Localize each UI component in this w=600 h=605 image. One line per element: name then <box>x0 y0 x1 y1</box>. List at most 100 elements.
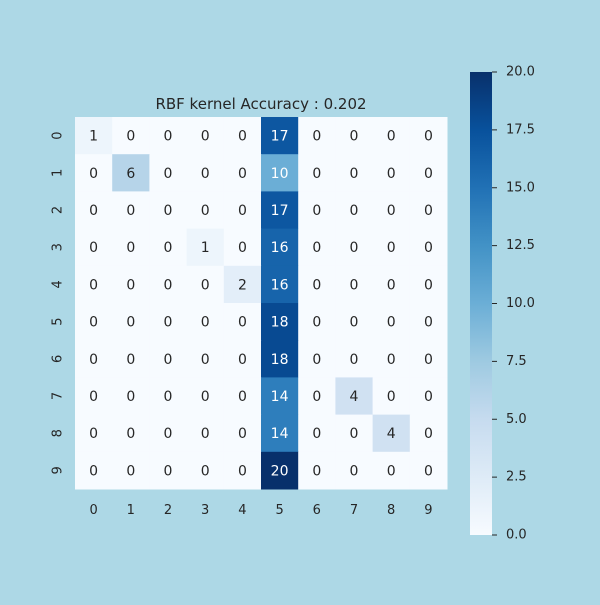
cell-annotation: 0 <box>201 315 210 331</box>
colorbar-ticks: 0.0 2.5 5.0 7.5 10.0 12.5 15.0 17.5 20.0 <box>492 65 535 543</box>
cell-annotation: 0 <box>350 129 359 145</box>
cell-annotation: 0 <box>238 352 247 368</box>
heatmap-cell <box>149 265 188 304</box>
heatmap-cell <box>75 228 113 267</box>
heatmap-cell <box>112 117 150 155</box>
heatmap-cell <box>298 154 336 192</box>
heatmap-cell <box>149 228 188 267</box>
heatmap-cell <box>372 414 411 453</box>
cell-annotation: 0 <box>312 426 321 442</box>
cell-annotation: 0 <box>238 129 247 145</box>
heatmap-cell <box>223 414 262 453</box>
cell-annotation: 0 <box>164 463 173 479</box>
heatmap-cell <box>112 451 150 490</box>
heatmap-cell <box>186 340 225 378</box>
heatmap-cell <box>261 117 299 155</box>
cell-annotation: 0 <box>238 463 247 479</box>
cell-annotation: 18 <box>271 315 289 331</box>
cell-annotation: 0 <box>387 240 396 256</box>
cell-annotation: 2 <box>238 277 247 293</box>
x-tick-label: 0 <box>89 503 97 518</box>
heatmap-cell <box>75 377 113 416</box>
cell-annotation: 17 <box>271 203 289 219</box>
heatmap-cell <box>298 191 336 230</box>
cell-annotation: 0 <box>350 277 359 293</box>
cell-annotation: 0 <box>126 129 135 145</box>
heatmap-cell <box>75 265 113 304</box>
heatmap-cells <box>75 117 448 490</box>
cell-annotation: 6 <box>126 166 135 182</box>
colorbar-tick-label: 15.0 <box>506 180 535 195</box>
heatmap-cell <box>75 154 113 192</box>
heatmap-cell <box>75 414 113 453</box>
cell-annotation: 0 <box>126 203 135 219</box>
cell-annotation: 18 <box>271 352 289 368</box>
heatmap-cell <box>112 265 150 304</box>
cell-annotation: 0 <box>89 277 98 293</box>
heatmap-cell <box>409 265 448 304</box>
cell-annotation: 0 <box>89 426 98 442</box>
x-tick-label: 9 <box>424 503 432 518</box>
cell-annotation: 17 <box>271 129 289 145</box>
heatmap-cell <box>298 340 336 378</box>
heatmap-cell <box>298 414 336 453</box>
y-tick-label: 4 <box>51 280 66 288</box>
cell-annotation: 0 <box>424 166 433 182</box>
heatmap-cell <box>409 340 448 378</box>
x-tick-labels: 0 1 2 3 4 5 6 7 8 9 <box>89 503 432 518</box>
cell-annotation: 0 <box>350 426 359 442</box>
heatmap-cell <box>298 451 336 490</box>
y-tick-label: 1 <box>51 169 66 177</box>
y-tick-label: 0 <box>51 131 66 139</box>
y-tick-labels: 0 1 2 3 4 5 6 7 8 9 <box>51 131 66 474</box>
heatmap-cell <box>335 265 374 304</box>
cell-annotation: 0 <box>126 463 135 479</box>
heatmap-cell <box>186 191 225 230</box>
cell-annotation: 0 <box>164 277 173 293</box>
heatmap-cell <box>298 228 336 267</box>
x-tick-label: 8 <box>387 503 395 518</box>
heatmap-cell <box>409 191 448 230</box>
heatmap-cell <box>149 303 188 341</box>
cell-annotation: 0 <box>201 166 210 182</box>
heatmap-cell <box>149 117 188 155</box>
cell-annotation: 0 <box>126 315 135 331</box>
heatmap-cell <box>409 414 448 453</box>
heatmap-cell <box>372 228 411 267</box>
heatmap-cell <box>223 228 262 267</box>
heatmap-cell <box>261 377 299 416</box>
heatmap-cell <box>223 377 262 416</box>
heatmap-cell <box>335 154 374 192</box>
heatmap-cell <box>372 117 411 155</box>
cell-annotation: 0 <box>238 166 247 182</box>
heatmap-cell <box>298 377 336 416</box>
heatmap-cell <box>298 265 336 304</box>
heatmap-cell <box>298 117 336 155</box>
cell-annotation: 0 <box>350 203 359 219</box>
heatmap-cell <box>223 340 262 378</box>
colorbar-tick-label: 5.0 <box>506 412 527 427</box>
cell-annotation: 20 <box>271 463 289 479</box>
heatmap-cell <box>186 451 225 490</box>
cell-annotation: 0 <box>126 389 135 405</box>
heatmap-cell <box>261 265 299 304</box>
cell-annotation: 0 <box>424 277 433 293</box>
heatmap-cell <box>335 451 374 490</box>
cell-annotation: 0 <box>424 463 433 479</box>
cell-annotation: 0 <box>387 203 396 219</box>
heatmap-cell <box>223 265 262 304</box>
cell-annotation: 0 <box>387 352 396 368</box>
heatmap-cell <box>186 265 225 304</box>
cell-annotation: 0 <box>164 426 173 442</box>
colorbar-tick-label: 7.5 <box>506 354 527 369</box>
cell-annotation: 16 <box>271 240 289 256</box>
cell-annotation: 0 <box>164 315 173 331</box>
heatmap-cell <box>261 451 299 490</box>
y-tick-label: 5 <box>51 317 66 325</box>
cell-annotation: 0 <box>424 129 433 145</box>
heatmap-cell <box>112 303 150 341</box>
cell-annotation: 0 <box>164 166 173 182</box>
heatmap-cell <box>409 228 448 267</box>
x-tick-label: 4 <box>238 503 246 518</box>
heatmap-cell <box>335 117 374 155</box>
